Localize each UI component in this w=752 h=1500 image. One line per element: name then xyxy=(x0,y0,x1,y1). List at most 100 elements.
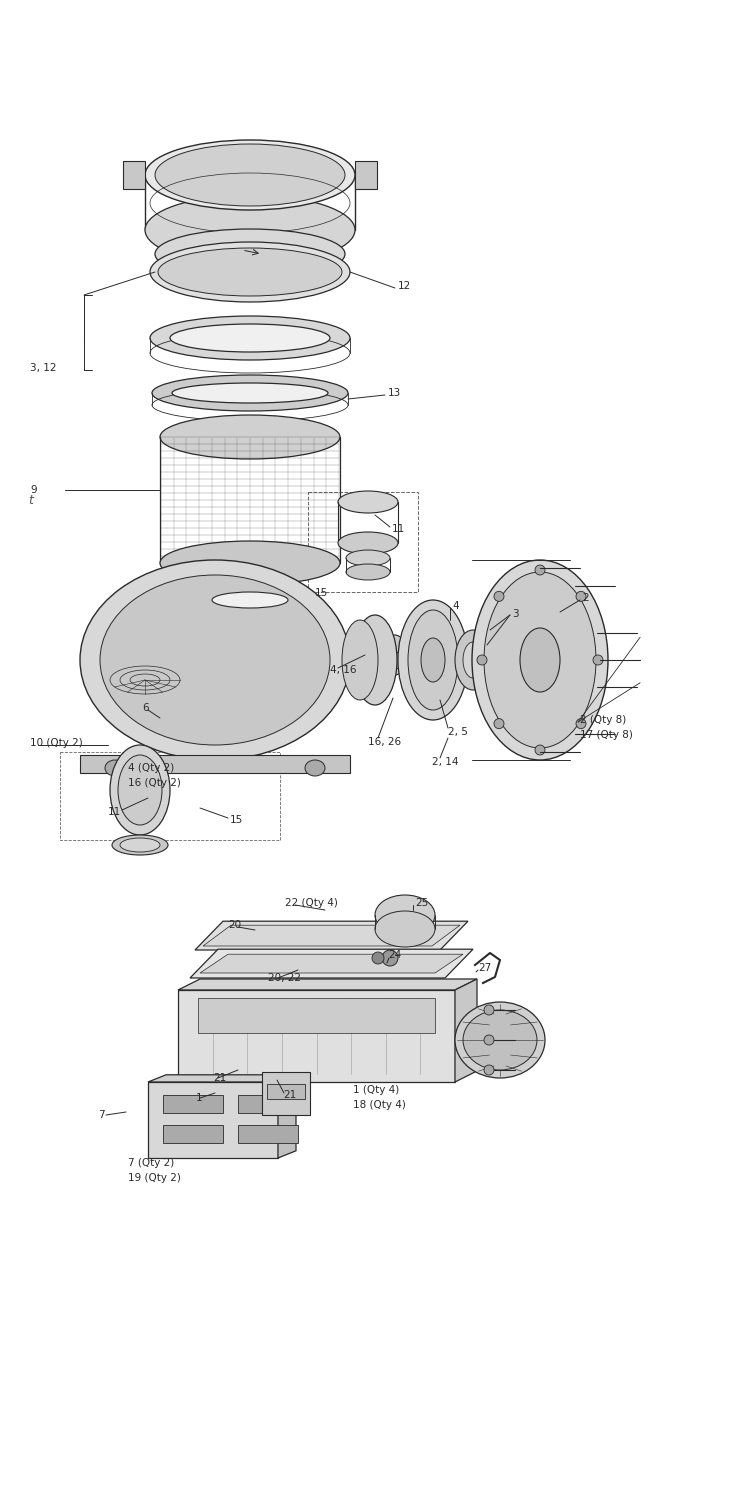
Ellipse shape xyxy=(576,718,586,729)
Polygon shape xyxy=(178,980,477,990)
Ellipse shape xyxy=(152,375,348,411)
Ellipse shape xyxy=(170,324,330,352)
Text: 7 (Qty 2): 7 (Qty 2) xyxy=(128,1158,174,1168)
Text: 3: 3 xyxy=(512,609,519,619)
Text: 19 (Qty 2): 19 (Qty 2) xyxy=(128,1173,181,1184)
Polygon shape xyxy=(195,921,468,950)
Ellipse shape xyxy=(593,656,603,664)
Ellipse shape xyxy=(484,1065,494,1076)
Ellipse shape xyxy=(463,1010,537,1070)
Ellipse shape xyxy=(415,626,445,694)
Bar xyxy=(308,492,418,592)
Ellipse shape xyxy=(484,1005,494,1016)
Ellipse shape xyxy=(338,532,398,554)
Text: 13: 13 xyxy=(388,388,402,398)
Text: 20, 22: 20, 22 xyxy=(268,974,301,982)
Ellipse shape xyxy=(535,746,545,754)
Ellipse shape xyxy=(155,230,345,279)
Ellipse shape xyxy=(375,896,435,934)
Text: 6: 6 xyxy=(142,704,149,712)
Text: 25: 25 xyxy=(415,898,428,908)
Ellipse shape xyxy=(346,550,390,566)
Ellipse shape xyxy=(455,1002,545,1078)
Ellipse shape xyxy=(520,628,560,692)
Bar xyxy=(178,990,455,1082)
Ellipse shape xyxy=(372,952,384,964)
Ellipse shape xyxy=(212,592,288,608)
Ellipse shape xyxy=(342,620,378,701)
Text: 1 (Qty 4): 1 (Qty 4) xyxy=(353,1084,399,1095)
Bar xyxy=(163,1125,223,1143)
Text: t: t xyxy=(28,494,33,507)
Text: 27: 27 xyxy=(478,963,491,974)
Polygon shape xyxy=(190,950,473,978)
Text: 11: 11 xyxy=(392,524,405,534)
Bar xyxy=(267,1084,305,1100)
Polygon shape xyxy=(203,926,460,946)
Bar xyxy=(238,1095,298,1113)
Ellipse shape xyxy=(200,586,300,613)
Ellipse shape xyxy=(112,836,168,855)
Ellipse shape xyxy=(382,950,398,966)
Text: 3, 12: 3, 12 xyxy=(30,363,56,374)
Polygon shape xyxy=(278,1076,296,1158)
Text: 15: 15 xyxy=(230,815,243,825)
Ellipse shape xyxy=(484,572,596,748)
Ellipse shape xyxy=(421,638,445,682)
Ellipse shape xyxy=(477,656,487,664)
Bar xyxy=(123,160,145,189)
Ellipse shape xyxy=(158,248,342,296)
Ellipse shape xyxy=(105,760,125,776)
Text: 2, 14: 2, 14 xyxy=(432,758,459,766)
Text: 16, 26: 16, 26 xyxy=(368,736,401,747)
Ellipse shape xyxy=(576,591,586,602)
Ellipse shape xyxy=(160,416,340,459)
Text: 21: 21 xyxy=(283,1090,296,1100)
Ellipse shape xyxy=(463,642,483,678)
Bar xyxy=(80,754,350,772)
Text: 10 (Qty 2): 10 (Qty 2) xyxy=(30,738,83,748)
Bar xyxy=(60,752,280,840)
Text: 24: 24 xyxy=(388,950,402,960)
Ellipse shape xyxy=(494,718,504,729)
Ellipse shape xyxy=(118,754,162,825)
Ellipse shape xyxy=(338,490,398,513)
Text: 12: 12 xyxy=(398,280,411,291)
Ellipse shape xyxy=(408,610,458,710)
Text: 2: 2 xyxy=(582,592,589,603)
Ellipse shape xyxy=(80,560,350,760)
Ellipse shape xyxy=(305,760,325,776)
Ellipse shape xyxy=(145,195,355,266)
Text: 1: 1 xyxy=(196,1094,202,1102)
Bar xyxy=(148,1082,278,1158)
Ellipse shape xyxy=(383,634,407,675)
Bar xyxy=(238,1125,298,1143)
Text: 15: 15 xyxy=(315,588,329,598)
Text: 18 (Qty 4): 18 (Qty 4) xyxy=(353,1100,406,1110)
Ellipse shape xyxy=(346,564,390,580)
Ellipse shape xyxy=(484,1035,494,1046)
Bar xyxy=(163,1095,223,1113)
Ellipse shape xyxy=(535,566,545,574)
Polygon shape xyxy=(455,980,477,1082)
Ellipse shape xyxy=(160,542,340,585)
Bar xyxy=(355,160,377,189)
Ellipse shape xyxy=(155,144,345,206)
Ellipse shape xyxy=(375,910,435,946)
Text: 7: 7 xyxy=(98,1110,105,1120)
Text: 21: 21 xyxy=(213,1072,226,1083)
Text: 4, 16: 4, 16 xyxy=(330,664,356,675)
Polygon shape xyxy=(148,1076,296,1082)
Ellipse shape xyxy=(398,600,468,720)
Ellipse shape xyxy=(150,242,350,302)
Ellipse shape xyxy=(353,615,397,705)
Text: 20: 20 xyxy=(228,920,241,930)
Text: 9: 9 xyxy=(30,484,37,495)
Text: 4 (Qty 2): 4 (Qty 2) xyxy=(128,764,174,772)
Ellipse shape xyxy=(145,140,355,210)
Bar xyxy=(262,1072,310,1114)
Text: 16 (Qty 2): 16 (Qty 2) xyxy=(128,778,181,788)
Ellipse shape xyxy=(472,560,608,760)
Text: 11: 11 xyxy=(108,807,121,818)
Text: 2, 5: 2, 5 xyxy=(448,728,468,736)
